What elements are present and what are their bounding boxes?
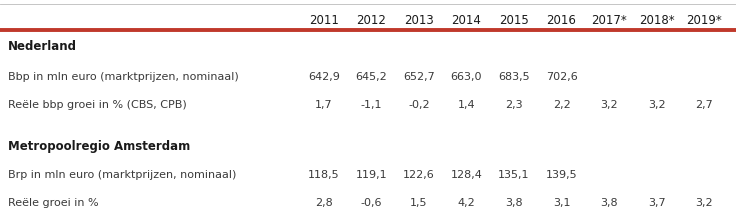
Text: 2014: 2014 [451, 14, 481, 27]
Text: 3,1: 3,1 [553, 198, 570, 208]
Text: 3,2: 3,2 [601, 100, 618, 110]
Text: 2015: 2015 [499, 14, 529, 27]
Text: -0,6: -0,6 [361, 198, 382, 208]
Text: -1,1: -1,1 [361, 100, 382, 110]
Text: 3,2: 3,2 [696, 198, 713, 208]
Text: 4,2: 4,2 [458, 198, 475, 208]
Text: 2,8: 2,8 [315, 198, 333, 208]
Text: 135,1: 135,1 [498, 170, 530, 180]
Text: Bbp in mln euro (marktprijzen, nominaal): Bbp in mln euro (marktprijzen, nominaal) [8, 72, 238, 82]
Text: 2016: 2016 [547, 14, 576, 27]
Text: 663,0: 663,0 [450, 72, 482, 82]
Text: 2,7: 2,7 [696, 100, 713, 110]
Text: 2,2: 2,2 [553, 100, 570, 110]
Text: 2013: 2013 [404, 14, 434, 27]
Text: Brp in mln euro (marktprijzen, nominaal): Brp in mln euro (marktprijzen, nominaal) [8, 170, 236, 180]
Text: 3,2: 3,2 [648, 100, 665, 110]
Text: 642,9: 642,9 [308, 72, 340, 82]
Text: 1,4: 1,4 [458, 100, 475, 110]
Text: Reële groei in %: Reële groei in % [8, 198, 99, 208]
Text: 3,7: 3,7 [648, 198, 665, 208]
Text: 128,4: 128,4 [450, 170, 482, 180]
Text: 683,5: 683,5 [498, 72, 530, 82]
Text: 2017*: 2017* [591, 14, 627, 27]
Text: 2011: 2011 [309, 14, 339, 27]
Text: 2018*: 2018* [639, 14, 674, 27]
Text: 702,6: 702,6 [545, 72, 578, 82]
Text: 2,3: 2,3 [505, 100, 523, 110]
Text: 139,5: 139,5 [545, 170, 577, 180]
Text: 2012: 2012 [356, 14, 386, 27]
Text: 3,8: 3,8 [505, 198, 523, 208]
Text: -0,2: -0,2 [408, 100, 430, 110]
Text: 119,1: 119,1 [355, 170, 387, 180]
Text: 652,7: 652,7 [403, 72, 435, 82]
Text: 645,2: 645,2 [355, 72, 387, 82]
Text: 1,7: 1,7 [315, 100, 333, 110]
Text: Nederland: Nederland [8, 40, 77, 53]
Text: 1,5: 1,5 [410, 198, 428, 208]
Text: 122,6: 122,6 [403, 170, 435, 180]
Text: Reële bbp groei in % (CBS, CPB): Reële bbp groei in % (CBS, CPB) [8, 100, 187, 110]
Text: 118,5: 118,5 [308, 170, 339, 180]
Text: 2019*: 2019* [687, 14, 722, 27]
Text: 3,8: 3,8 [601, 198, 618, 208]
Text: Metropoolregio Amsterdam: Metropoolregio Amsterdam [8, 140, 190, 153]
